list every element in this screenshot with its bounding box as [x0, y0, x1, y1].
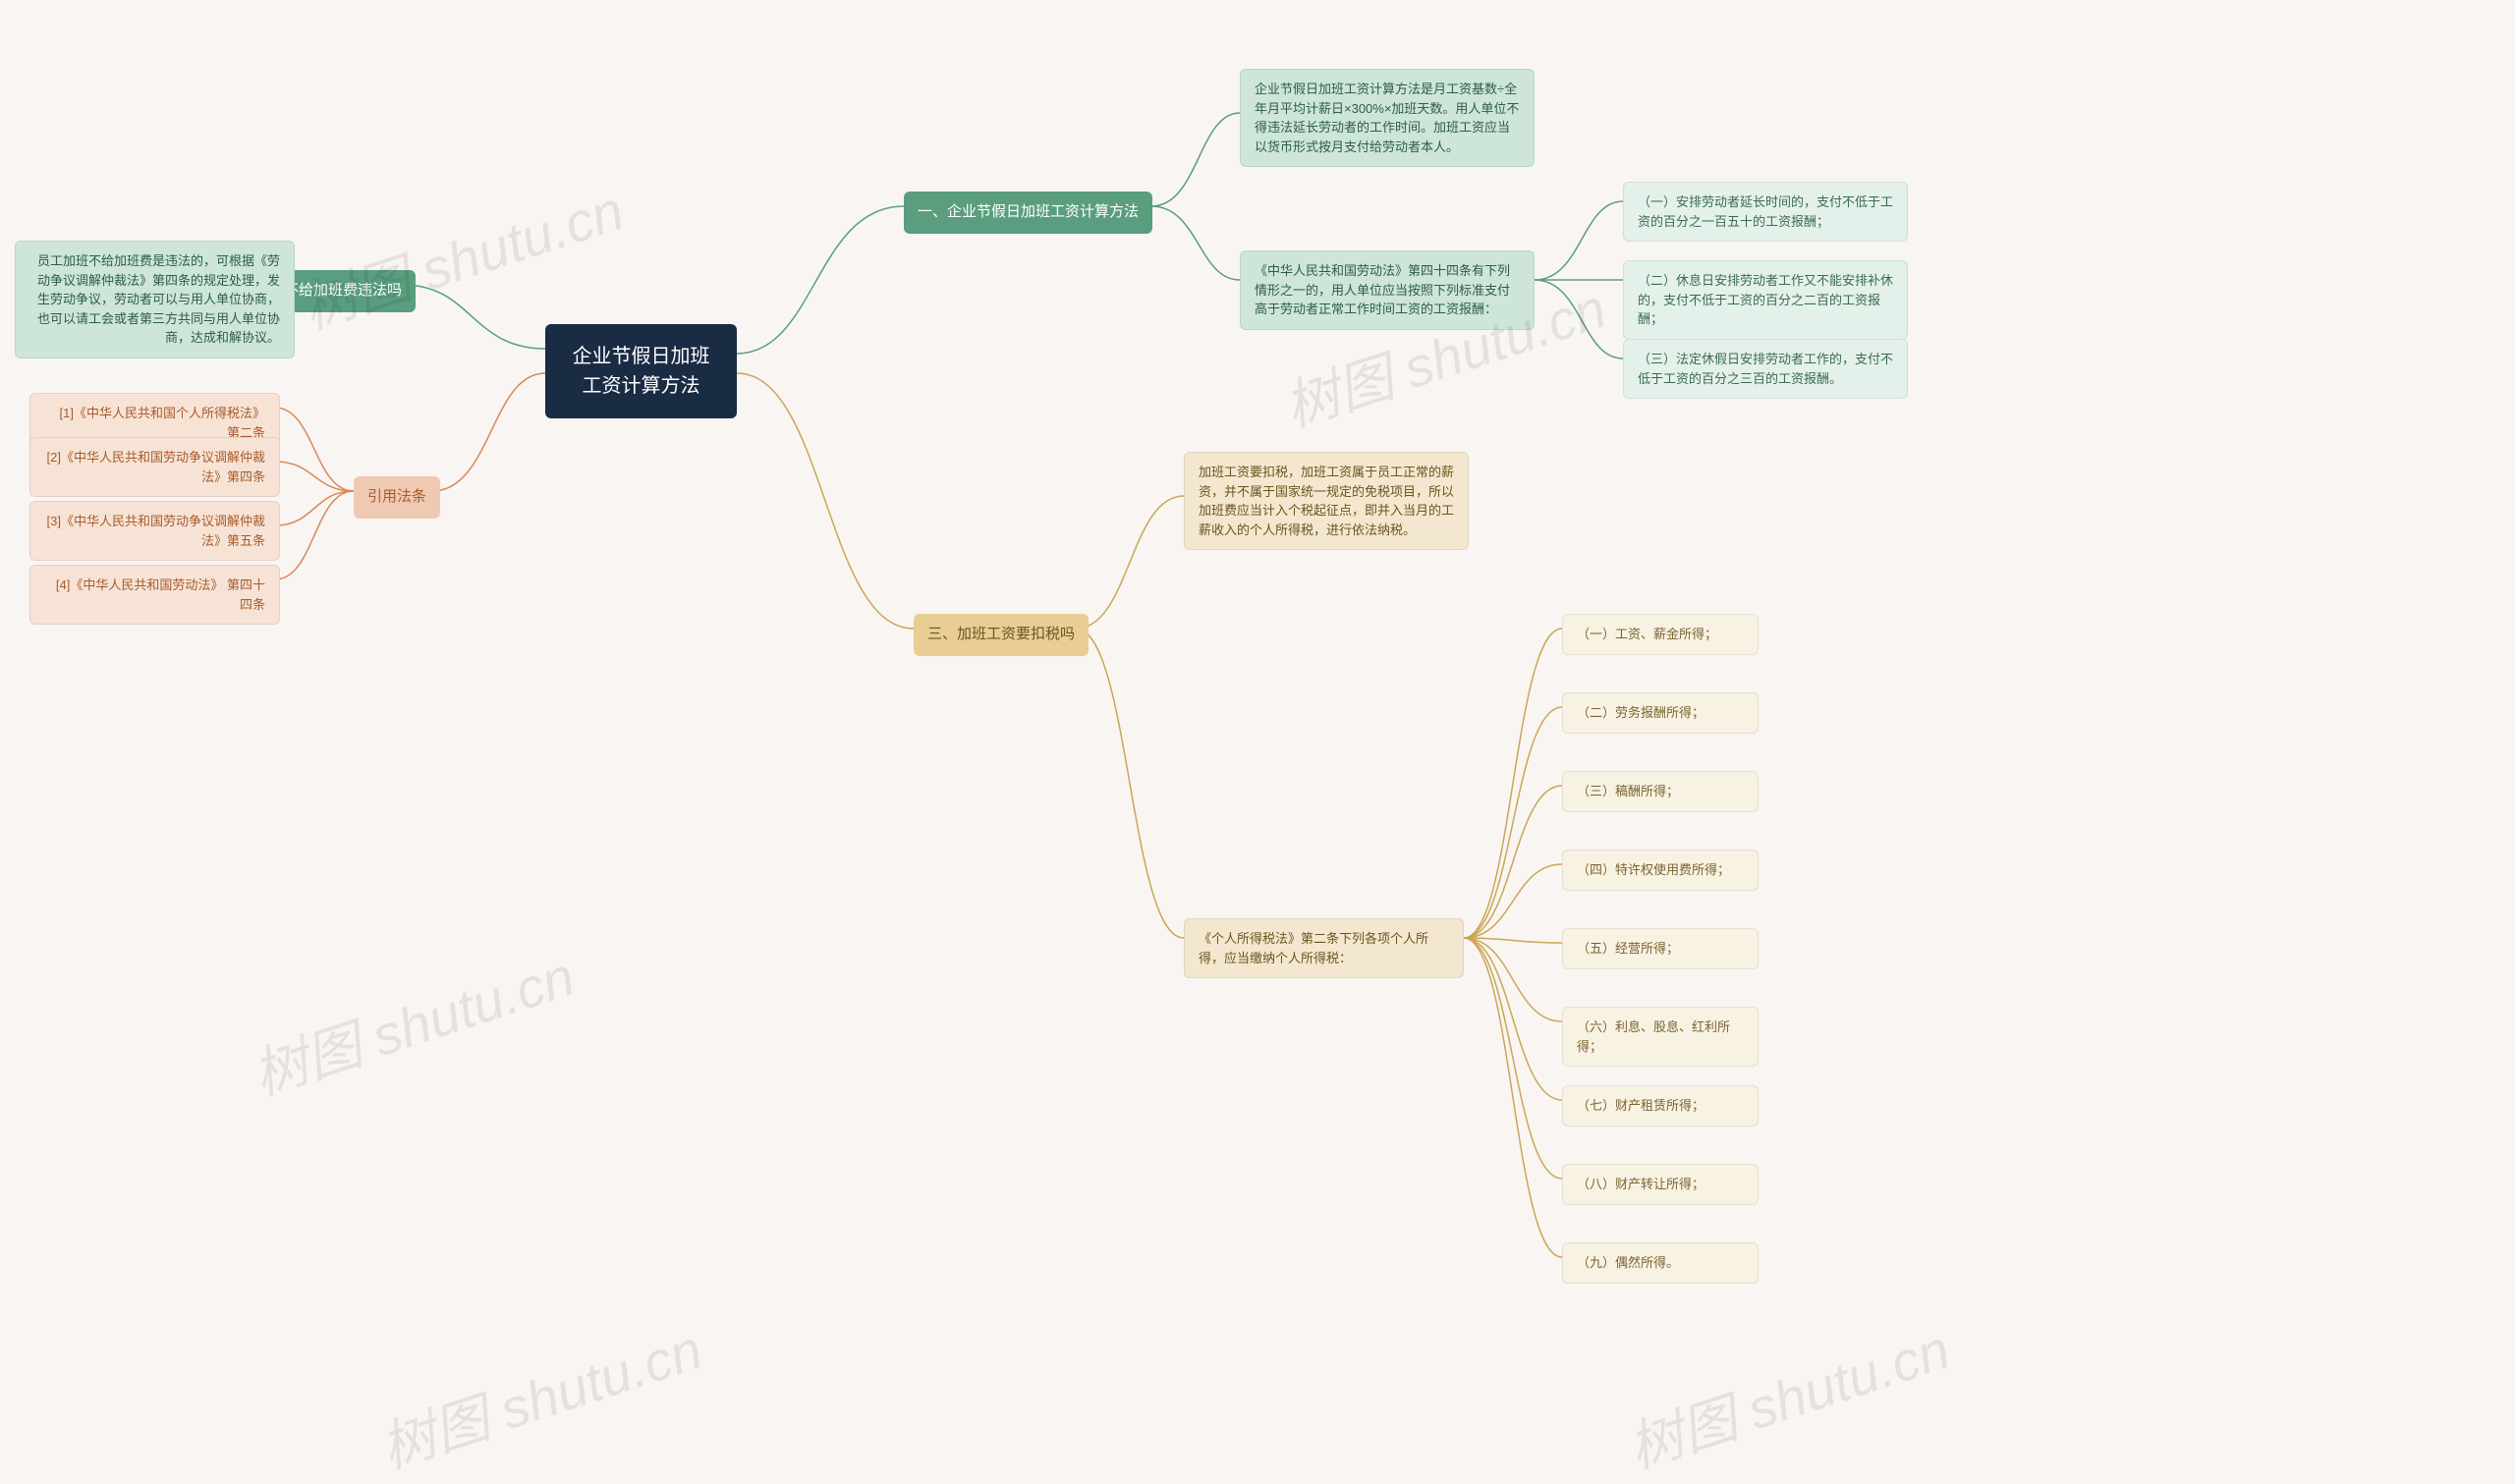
b1-child-1: 《中华人民共和国劳动法》第四十四条有下列情形之一的，用人单位应当按照下列标准支付…	[1240, 250, 1535, 330]
b3-gc-8: （九）偶然所得。	[1562, 1242, 1759, 1284]
b3-child-1: 《个人所得税法》第二条下列各项个人所得，应当缴纳个人所得税：	[1184, 918, 1464, 978]
b2-child-0: 员工加班不给加班费是违法的，可根据《劳动争议调解仲裁法》第四条的规定处理，发生劳…	[15, 241, 295, 358]
b1-gc-0: （一）安排劳动者延长时间的，支付不低于工资的百分之一百五十的工资报酬；	[1623, 182, 1908, 242]
ref-3: [4]《中华人民共和国劳动法》 第四十四条	[29, 565, 280, 625]
b3-gc-1: （二）劳务报酬所得；	[1562, 692, 1759, 734]
b3-child-0: 加班工资要扣税，加班工资属于员工正常的薪资，并不属于国家统一规定的免税项目，所以…	[1184, 452, 1469, 550]
b1-gc-1: （二）休息日安排劳动者工作又不能安排补休的，支付不低于工资的百分之二百的工资报酬…	[1623, 260, 1908, 340]
b3-gc-7: （八）财产转让所得；	[1562, 1164, 1759, 1205]
b1-gc-2: （三）法定休假日安排劳动者工作的，支付不低于工资的百分之三百的工资报酬。	[1623, 339, 1908, 399]
root-node: 企业节假日加班工资计算方法	[545, 324, 737, 418]
b3-gc-0: （一）工资、薪金所得；	[1562, 614, 1759, 655]
b3-gc-5: （六）利息、股息、红利所得；	[1562, 1007, 1759, 1067]
b3-gc-4: （五）经营所得；	[1562, 928, 1759, 969]
b3-gc-2: （三）稿酬所得；	[1562, 771, 1759, 812]
b3-gc-3: （四）特许权使用费所得；	[1562, 850, 1759, 891]
ref-1: [2]《中华人民共和国劳动争议调解仲裁法》第四条	[29, 437, 280, 497]
b3-gc-6: （七）财产租赁所得；	[1562, 1085, 1759, 1127]
b1-child-0: 企业节假日加班工资计算方法是月工资基数÷全年月平均计薪日×300%×加班天数。用…	[1240, 69, 1535, 167]
watermark: 树图 shutu.cn	[242, 933, 584, 1112]
watermark: 树图 shutu.cn	[291, 167, 633, 346]
watermark: 树图 shutu.cn	[1617, 1306, 1959, 1484]
watermark: 树图 shutu.cn	[369, 1306, 711, 1484]
ref-2: [3]《中华人民共和国劳动争议调解仲裁法》第五条	[29, 501, 280, 561]
branch-1[interactable]: 一、企业节假日加班工资计算方法	[904, 192, 1152, 234]
connectors-svg	[0, 0, 2515, 1461]
branch-refs[interactable]: 引用法条	[354, 476, 440, 519]
branch-3[interactable]: 三、加班工资要扣税吗	[914, 614, 1089, 656]
